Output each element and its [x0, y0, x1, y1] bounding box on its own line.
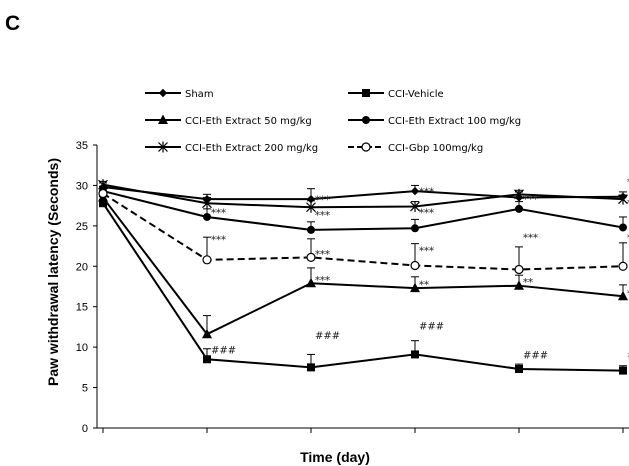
- y-tick-label: 15: [76, 302, 88, 314]
- y-tick-label: 0: [82, 423, 88, 435]
- data-point: [202, 197, 212, 209]
- data-point: [306, 194, 316, 204]
- legend-marker: [362, 116, 370, 124]
- legend-item: CCI-Vehicle: [348, 89, 444, 100]
- panel-label: C: [5, 12, 20, 35]
- plot-area: ******###************###***********###**…: [98, 177, 629, 375]
- data-point: [619, 223, 627, 232]
- data-point: [514, 264, 524, 275]
- data-point: [515, 364, 523, 373]
- y-tick-label: 10: [76, 342, 88, 354]
- significance-label: **: [627, 289, 629, 300]
- data-point: [410, 260, 420, 271]
- series-line: [102, 186, 624, 201]
- legend-label: CCI-Gbp 100mg/kg: [388, 143, 483, 154]
- series-0: [98, 182, 628, 204]
- significance-label: ***: [419, 187, 434, 198]
- legend-item: CCI-Eth Extract 200 mg/kg: [145, 141, 318, 154]
- legend-label: CCI-Eth Extract 50 mg/kg: [185, 116, 312, 127]
- y-tick-label: 5: [82, 383, 88, 395]
- data-point: [307, 363, 315, 372]
- data-point: [202, 255, 212, 265]
- significance-label: ***: [627, 233, 629, 244]
- data-point: [306, 201, 316, 213]
- series-2: [98, 192, 628, 339]
- legend-label: CCI-Vehicle: [388, 89, 444, 100]
- data-point: [203, 212, 211, 221]
- data-point: [306, 252, 316, 262]
- series-line: [102, 196, 624, 336]
- y-tick-label: 20: [76, 261, 88, 273]
- significance-label: ***: [523, 194, 538, 205]
- data-point: [618, 290, 628, 301]
- series-1: [99, 196, 627, 375]
- series-line: [102, 183, 624, 209]
- significance-label: ***: [315, 211, 330, 222]
- y-ticks: 0 5 10 15 20 25 30 35: [76, 140, 97, 435]
- significance-label: ***: [315, 275, 330, 286]
- series-line: [102, 202, 624, 372]
- data-point: [307, 225, 315, 234]
- significance-label: ***: [523, 233, 538, 244]
- data-point: [202, 328, 212, 339]
- data-point: [410, 282, 420, 293]
- data-point: [306, 277, 316, 288]
- significance-label: ***: [211, 208, 226, 219]
- legend-item: CCI-Eth Extract 100 mg/kg: [348, 116, 521, 127]
- legend-marker: [361, 142, 371, 152]
- significance-label: **: [523, 278, 533, 289]
- y-tick-label: 35: [76, 140, 88, 152]
- y-tick-label: 30: [76, 180, 88, 192]
- significance-label: ###: [315, 331, 340, 342]
- x-axis-title: Time (day): [300, 449, 370, 465]
- data-point: [618, 193, 628, 205]
- data-point: [618, 261, 628, 271]
- legend-label: CCI-Eth Extract 200 mg/kg: [185, 143, 318, 154]
- x-ticks: [102, 428, 624, 433]
- data-point: [203, 355, 211, 364]
- significance-label: **: [419, 280, 429, 291]
- data-point: [410, 200, 420, 212]
- legend-label: CCI-Eth Extract 100 mg/kg: [388, 116, 521, 127]
- series-line: [102, 190, 624, 231]
- significance-annotations: ******###************###***********###**…: [211, 177, 629, 361]
- series-4: [98, 179, 628, 213]
- significance-label: ##: [627, 350, 629, 361]
- series-5: [98, 188, 628, 275]
- data-point: [98, 188, 108, 199]
- significance-label: ***: [419, 208, 434, 219]
- data-point: [515, 204, 523, 213]
- legend-label: Sham: [185, 89, 214, 100]
- significance-label: ###: [523, 350, 548, 361]
- data-point: [514, 188, 524, 200]
- significance-label: ***: [211, 235, 226, 246]
- significance-label: ***: [315, 195, 330, 206]
- significance-label: ***: [627, 177, 629, 188]
- significance-label: ***: [419, 246, 434, 257]
- legend-item: Sham: [145, 88, 214, 100]
- legend-item: CCI-Gbp 100mg/kg: [348, 142, 483, 154]
- legend: Sham CCI-Vehicle CCI-Eth Extract 50 mg/kg C…: [145, 88, 521, 154]
- data-point: [410, 186, 420, 196]
- data-point: [411, 224, 419, 233]
- significance-label: ###: [419, 321, 444, 332]
- series-3: [99, 185, 627, 234]
- legend-item: CCI-Eth Extract 50 mg/kg: [145, 114, 312, 127]
- data-point: [619, 366, 627, 375]
- legend-marker: [158, 141, 168, 153]
- y-axis-title: Paw withdrawal latency (Seconds): [45, 158, 61, 386]
- y-tick-label: 25: [76, 221, 88, 233]
- data-point: [99, 199, 107, 208]
- data-point: [514, 280, 524, 290]
- legend-marker: [362, 89, 370, 97]
- significance-label: ***: [315, 249, 330, 260]
- significance-label: ###: [211, 346, 236, 357]
- significance-label: ***: [627, 198, 629, 209]
- data-point: [411, 350, 419, 359]
- legend-marker: [158, 88, 168, 98]
- series-line: [102, 192, 624, 271]
- legend-marker: [158, 114, 168, 124]
